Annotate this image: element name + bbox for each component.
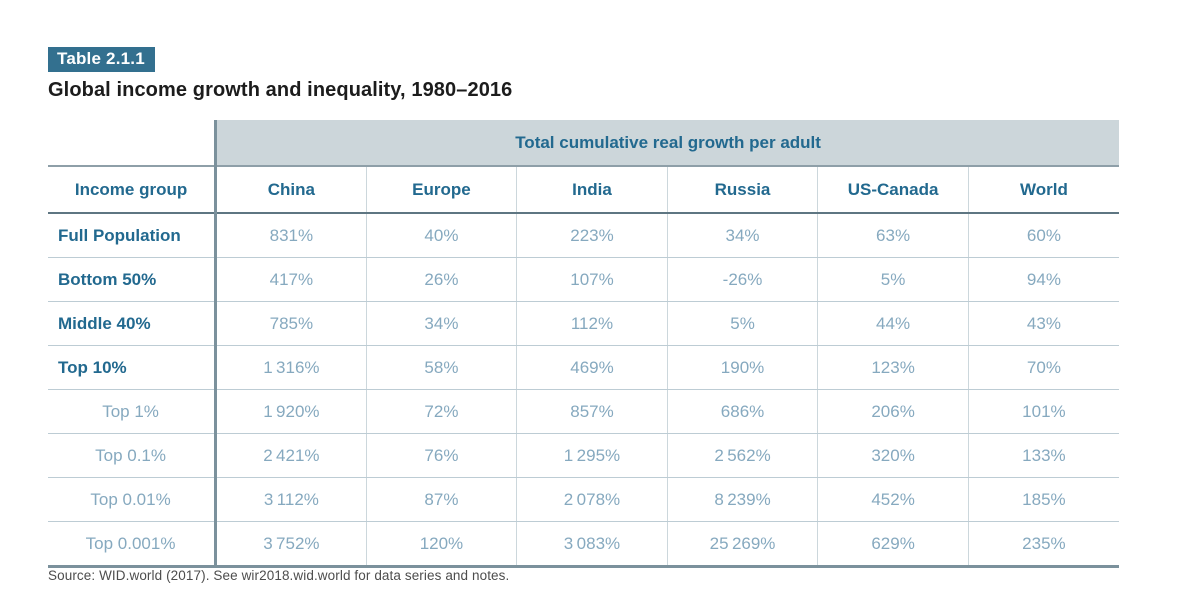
row-label: Top 0.01%	[48, 477, 216, 522]
value-cell: 417%	[214, 257, 367, 302]
value-cell: 60%	[967, 213, 1119, 258]
value-cell: 63%	[817, 213, 969, 258]
value-cell: 185%	[967, 477, 1119, 522]
value-cell: 123%	[817, 345, 969, 390]
value-cell: 1 316%	[214, 345, 367, 390]
value-cell: 831%	[214, 213, 367, 258]
value-cell: 3 112%	[214, 477, 367, 522]
value-cell: 34%	[666, 213, 818, 258]
value-cell: 25 269%	[666, 521, 818, 568]
value-cell: 26%	[365, 257, 517, 302]
span-header-row: Total cumulative real growth per adult	[48, 120, 1119, 167]
column-header-europe: Europe	[365, 166, 517, 214]
income-growth-table: Total cumulative real growth per adult I…	[48, 120, 1119, 568]
table-title: Global income growth and inequality, 198…	[48, 79, 513, 101]
value-cell: 44%	[817, 301, 969, 346]
value-cell: 5%	[666, 301, 818, 346]
value-cell: 1 920%	[214, 389, 367, 434]
value-cell: 8 239%	[666, 477, 818, 522]
value-cell: 206%	[817, 389, 969, 434]
row-label: Top 1%	[48, 389, 216, 434]
row-label: Top 10%	[48, 345, 216, 390]
column-header-world: World	[967, 166, 1119, 214]
table-row-top-0-001: Top 0.001% 3 752% 120% 3 083% 25 269% 62…	[48, 521, 1119, 568]
value-cell: 34%	[365, 301, 517, 346]
table-row-bottom-50: Bottom 50% 417% 26% 107% -26% 5% 94%	[48, 257, 1119, 302]
value-cell: 133%	[967, 433, 1119, 478]
value-cell: 2 078%	[516, 477, 668, 522]
row-label: Top 0.1%	[48, 433, 216, 478]
value-cell: 320%	[817, 433, 969, 478]
value-cell: 112%	[516, 301, 668, 346]
value-cell: 107%	[516, 257, 668, 302]
value-cell: 1 295%	[516, 433, 668, 478]
value-cell: 469%	[516, 345, 668, 390]
value-cell: 857%	[516, 389, 668, 434]
value-cell: 223%	[516, 213, 668, 258]
value-cell: 70%	[967, 345, 1119, 390]
value-cell: 2 421%	[214, 433, 367, 478]
value-cell: 43%	[967, 301, 1119, 346]
span-header: Total cumulative real growth per adult	[214, 120, 1119, 167]
value-cell: 190%	[666, 345, 818, 390]
table-row-top-1: Top 1% 1 920% 72% 857% 686% 206% 101%	[48, 389, 1119, 434]
column-header-row: Income group China Europe India Russia U…	[48, 166, 1119, 214]
table-corner	[48, 120, 216, 167]
value-cell: 76%	[365, 433, 517, 478]
value-cell: 785%	[214, 301, 367, 346]
value-cell: 2 562%	[666, 433, 818, 478]
table-row-top-10: Top 10% 1 316% 58% 469% 190% 123% 70%	[48, 345, 1119, 390]
row-label: Middle 40%	[48, 301, 216, 346]
value-cell: 72%	[365, 389, 517, 434]
column-header-income-group: Income group	[48, 166, 216, 214]
source-note: Source: WID.world (2017). See wir2018.wi…	[48, 568, 510, 583]
value-cell: 87%	[365, 477, 517, 522]
value-cell: 40%	[365, 213, 517, 258]
value-cell: 120%	[365, 521, 517, 568]
column-header-india: India	[516, 166, 668, 214]
row-label: Full Population	[48, 213, 216, 258]
value-cell: 235%	[967, 521, 1119, 568]
value-cell: 629%	[817, 521, 969, 568]
table-row-top-0-1: Top 0.1% 2 421% 76% 1 295% 2 562% 320% 1…	[48, 433, 1119, 478]
value-cell: 686%	[666, 389, 818, 434]
value-cell: -26%	[666, 257, 818, 302]
row-label: Top 0.001%	[48, 521, 216, 568]
column-header-china: China	[214, 166, 367, 214]
value-cell: 5%	[817, 257, 969, 302]
value-cell: 58%	[365, 345, 517, 390]
column-header-russia: Russia	[666, 166, 818, 214]
table-number-badge: Table 2.1.1	[48, 47, 155, 72]
table-row-top-0-01: Top 0.01% 3 112% 87% 2 078% 8 239% 452% …	[48, 477, 1119, 522]
table-row-middle-40: Middle 40% 785% 34% 112% 5% 44% 43%	[48, 301, 1119, 346]
value-cell: 101%	[967, 389, 1119, 434]
value-cell: 94%	[967, 257, 1119, 302]
value-cell: 3 083%	[516, 521, 668, 568]
value-cell: 3 752%	[214, 521, 367, 568]
column-header-us-canada: US-Canada	[817, 166, 969, 214]
value-cell: 452%	[817, 477, 969, 522]
table-row-full-population: Full Population 831% 40% 223% 34% 63% 60…	[48, 213, 1119, 258]
row-label: Bottom 50%	[48, 257, 216, 302]
